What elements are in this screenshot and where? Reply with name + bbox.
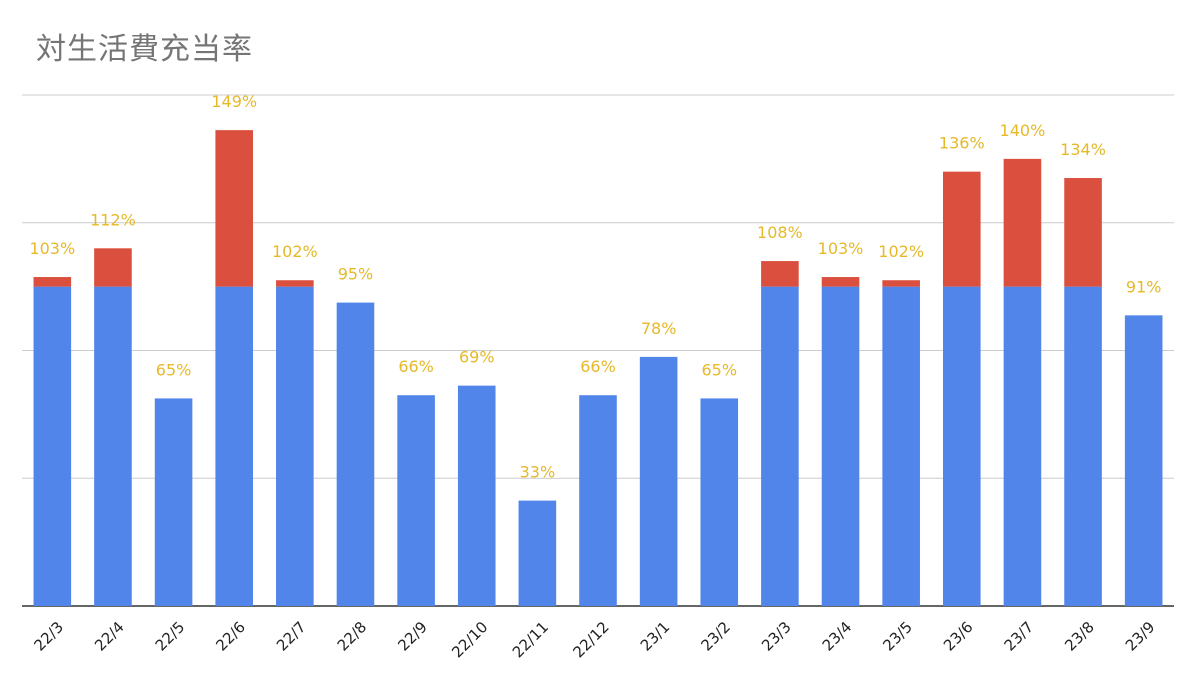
data-label: 65%: [156, 360, 192, 379]
data-label: 102%: [272, 242, 318, 261]
x-tick-label: 22/12: [569, 618, 612, 661]
bar-base-segment: [942, 286, 981, 606]
chart-title: 対生活費充当率: [36, 32, 253, 67]
x-tick-label: 23/9: [1122, 618, 1159, 655]
x-tick-label: 23/6: [940, 618, 977, 655]
data-label: 134%: [1060, 140, 1106, 159]
x-tick-label: 23/5: [879, 618, 916, 655]
x-tick-label: 23/8: [1061, 618, 1098, 655]
bar-base-segment: [1064, 286, 1102, 606]
bar-excess-segment: [94, 248, 132, 287]
data-label: 136%: [939, 134, 985, 153]
bar-base-segment: [639, 356, 678, 606]
x-tick-label: 23/2: [697, 618, 734, 655]
x-tick-label: 23/3: [758, 618, 795, 655]
data-label: 33%: [520, 463, 556, 482]
data-label: 103%: [818, 239, 864, 258]
bar-base-segment: [276, 286, 314, 606]
x-tick-label: 22/5: [152, 618, 189, 655]
bar-base-segment: [397, 395, 435, 606]
bar-base-segment: [457, 385, 496, 606]
data-label: 108%: [757, 223, 803, 242]
x-tick-label: 22/3: [31, 618, 68, 655]
bar-base-segment: [33, 286, 72, 606]
x-tick-label: 22/7: [273, 618, 310, 655]
bar-base-segment: [1124, 315, 1163, 606]
bar-excess-segment: [33, 277, 72, 287]
bar-excess-segment: [215, 130, 254, 287]
bar-excess-segment: [761, 261, 799, 287]
data-label: 149%: [211, 92, 257, 111]
data-label: 140%: [1000, 121, 1046, 140]
gridlines: [22, 94, 1174, 607]
data-label: 78%: [641, 319, 677, 338]
data-label: 102%: [878, 242, 924, 261]
bar-base-segment: [579, 395, 617, 606]
bar-excess-segment: [276, 280, 314, 287]
data-label: 66%: [580, 357, 616, 376]
data-label: 69%: [459, 348, 495, 367]
bar-excess-segment: [1064, 178, 1102, 287]
bar-base-segment: [336, 302, 375, 606]
bar-excess-segment: [821, 277, 860, 287]
x-tick-label: 22/10: [448, 618, 491, 661]
bar-base-segment: [1003, 286, 1042, 606]
x-tick-label: 22/11: [509, 618, 552, 661]
x-tick-label: 23/7: [1001, 618, 1038, 655]
x-tick-label: 23/4: [819, 618, 856, 655]
bar-base-segment: [518, 500, 557, 606]
x-tick-label: 22/4: [91, 618, 128, 655]
data-label: 65%: [701, 360, 737, 379]
bar-base-segment: [700, 398, 739, 606]
data-label: 112%: [90, 210, 136, 229]
data-label: 91%: [1126, 277, 1162, 296]
bar-base-segment: [821, 286, 860, 606]
x-tick-label: 23/1: [637, 618, 674, 655]
bars: [33, 130, 1163, 606]
x-tick-label: 22/6: [212, 618, 249, 655]
bar-excess-segment: [882, 280, 920, 287]
data-label: 103%: [29, 239, 75, 258]
data-labels: 103% 112% 65% 149% 102% 95% 66% 69% 33% 66% 78% 65%…: [29, 92, 1161, 481]
data-label: 95%: [338, 265, 374, 284]
bar-base-segment: [761, 286, 799, 606]
bar-base-segment: [215, 286, 254, 606]
x-tick-label: 22/9: [394, 618, 431, 655]
x-tick-label: 22/8: [334, 618, 371, 655]
x-tick-labels: 22/3 22/4 22/5 22/6 22/7 22/8 22/9 22/10 22/11 22…: [31, 618, 1159, 661]
bar-base-segment: [94, 286, 132, 606]
bar-base-segment: [154, 398, 193, 606]
data-label: 66%: [398, 357, 434, 376]
bar-excess-segment: [1003, 158, 1042, 287]
bar-excess-segment: [942, 171, 981, 287]
bar-base-segment: [882, 286, 920, 606]
